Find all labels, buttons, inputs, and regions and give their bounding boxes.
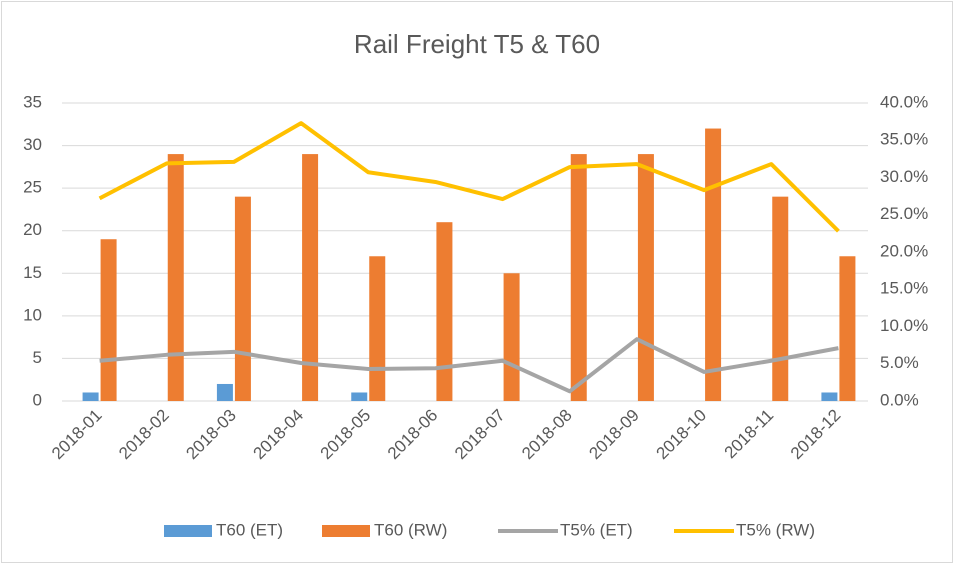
legend-swatch: [164, 525, 212, 537]
bar: [82, 392, 99, 401]
y2-tick-label: 20.0%: [880, 241, 928, 260]
bar: [570, 154, 587, 401]
bar: [234, 196, 251, 401]
y-tick-label: 35: [23, 92, 42, 111]
legend-swatch: [322, 525, 370, 537]
y2-tick-label: 15.0%: [880, 279, 928, 298]
line: [98, 121, 840, 233]
y-tick-label: 0: [33, 390, 42, 409]
y2-tick-label: 0.0%: [880, 390, 919, 409]
legend-label: T5% (ET): [560, 520, 633, 539]
y2-tick-label: 30.0%: [880, 167, 928, 186]
line: [99, 337, 839, 394]
bar: [302, 154, 319, 401]
y2-tick-label: 25.0%: [880, 204, 928, 223]
y2-tick-label: 5.0%: [880, 353, 919, 372]
bar: [369, 256, 386, 401]
chart-title: Rail Freight T5 & T60: [354, 29, 600, 59]
bar: [772, 196, 789, 401]
y-tick-label: 15: [23, 263, 42, 282]
bar: [821, 392, 838, 401]
y-tick-label: 10: [23, 305, 42, 324]
bar: [351, 392, 368, 401]
bar: [839, 256, 856, 401]
y2-tick-label: 10.0%: [880, 316, 928, 335]
legend-label: T60 (ET): [216, 520, 283, 539]
bar: [503, 273, 520, 401]
y-tick-label: 25: [23, 178, 42, 197]
bar: [167, 154, 184, 401]
bar: [436, 222, 453, 401]
bar: [100, 239, 117, 401]
y-tick-label: 5: [33, 348, 42, 367]
bar: [637, 154, 654, 401]
y-tick-label: 20: [23, 220, 42, 239]
y-tick-label: 30: [23, 135, 42, 154]
bar: [216, 383, 233, 401]
y2-tick-label: 35.0%: [880, 130, 928, 149]
legend-label: T60 (RW): [374, 520, 447, 539]
y2-tick-label: 40.0%: [880, 92, 928, 111]
legend-label: T5% (RW): [736, 520, 815, 539]
bar: [705, 128, 722, 402]
